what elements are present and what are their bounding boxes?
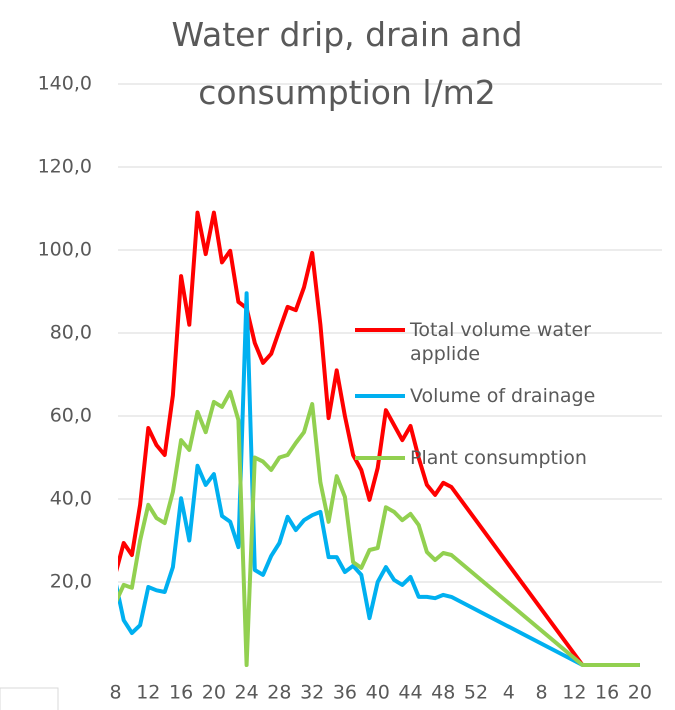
y-tick-label: 60,0: [50, 405, 92, 427]
x-tick-label: 12: [136, 682, 160, 704]
y-tick-label: 40,0: [50, 488, 92, 510]
x-tick-label: 16: [595, 682, 619, 704]
x-tick-label: 44: [398, 682, 422, 704]
x-tick-label: 48: [431, 682, 455, 704]
x-tick-label: 16: [169, 682, 193, 704]
y-tick-label: 120,0: [38, 156, 92, 178]
y-tick-label: 20,0: [50, 571, 92, 593]
y-tick-label: 100,0: [38, 239, 92, 261]
x-tick-label: 36: [333, 682, 357, 704]
y-tick-label: 80,0: [50, 322, 92, 344]
x-tick-label: 12: [562, 682, 586, 704]
x-tick-label: 20: [628, 682, 652, 704]
x-tick-label: 28: [267, 682, 291, 704]
legend-label: Volume of drainage: [410, 385, 596, 407]
frame: [0, 687, 59, 710]
x-tick-label: 32: [300, 682, 324, 704]
x-tick-label: 20: [202, 682, 226, 704]
x-tick-label: 24: [235, 682, 259, 704]
series-line: [118, 389, 640, 667]
chart-title: Water drip, drain and consumption l/m2: [171, 15, 523, 112]
y-tick-label: 140,0: [38, 73, 92, 95]
legend-label: Plant consumption: [410, 447, 587, 469]
x-tick-label: 4: [503, 682, 515, 704]
x-tick-label: 8: [536, 682, 548, 704]
x-tick-label: 52: [464, 682, 488, 704]
series-line: [118, 210, 640, 667]
legend-label: Total volume water applide: [410, 319, 591, 365]
series-line: [118, 291, 640, 667]
x-tick-label: 8: [109, 682, 121, 704]
x-tick-label: 40: [366, 682, 390, 704]
